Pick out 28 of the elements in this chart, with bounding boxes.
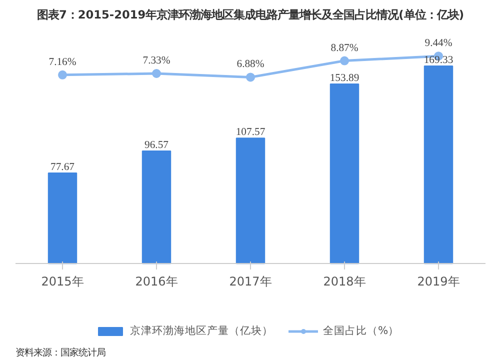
data-label: 169.33 bbox=[424, 55, 454, 66]
data-label: 9.44% bbox=[424, 38, 452, 50]
point bbox=[152, 69, 161, 78]
point bbox=[340, 56, 349, 66]
chart-title: 图表7：2015-2019年京津环渤海地区集成电路产量增长及全国占比情况(单位：亿块) bbox=[37, 8, 464, 22]
text: 资料来源：国家统计局 bbox=[16, 348, 106, 358]
bar bbox=[48, 172, 78, 264]
data-label: 96.57 bbox=[144, 140, 170, 151]
data-label: 7.16% bbox=[48, 56, 76, 68]
point bbox=[58, 70, 67, 80]
x-tick-label: 2016年 bbox=[135, 274, 178, 289]
legend-label: 全国占比（%） bbox=[323, 324, 400, 338]
x-tick-label: 2017年 bbox=[229, 274, 272, 289]
x-tick-label: 2018年 bbox=[323, 274, 366, 289]
data-label: 7.33% bbox=[142, 56, 170, 66]
bar bbox=[236, 138, 266, 264]
data-label: 8.87% bbox=[330, 42, 358, 54]
bar bbox=[330, 84, 360, 264]
bar bbox=[142, 150, 172, 264]
data-label: 153.89 bbox=[330, 73, 360, 84]
x-tick-label: 2019年 bbox=[417, 274, 460, 289]
data-label: 6.88% bbox=[236, 59, 264, 70]
point bbox=[246, 72, 255, 82]
x-tick-label: 2015年 bbox=[41, 274, 84, 289]
data-label: 77.67 bbox=[50, 162, 76, 174]
data-label: 107.57 bbox=[236, 127, 266, 138]
bar bbox=[424, 66, 454, 264]
legend-label: 京津环渤海地区产量（亿块） bbox=[130, 324, 273, 338]
